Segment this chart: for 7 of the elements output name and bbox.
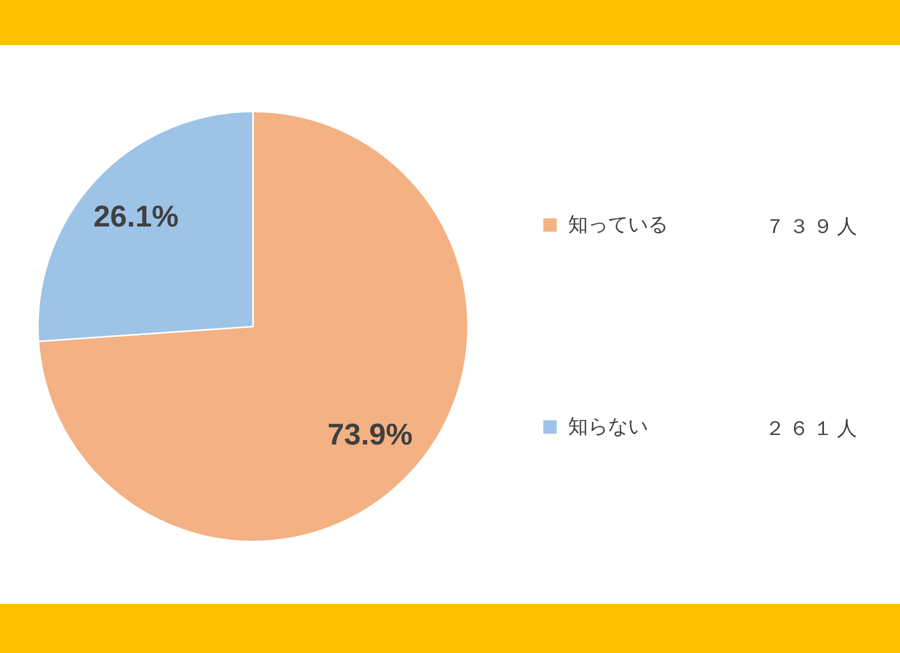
data-label: 26.1% (93, 200, 179, 234)
text: ７３９人 (765, 213, 861, 240)
pie-slice (38, 110, 469, 542)
legend-label: 知らない (568, 414, 648, 438)
legend-label: 知っている (568, 212, 668, 236)
data-label: 73.9% (327, 418, 413, 452)
text: ２６１人 (765, 415, 861, 442)
